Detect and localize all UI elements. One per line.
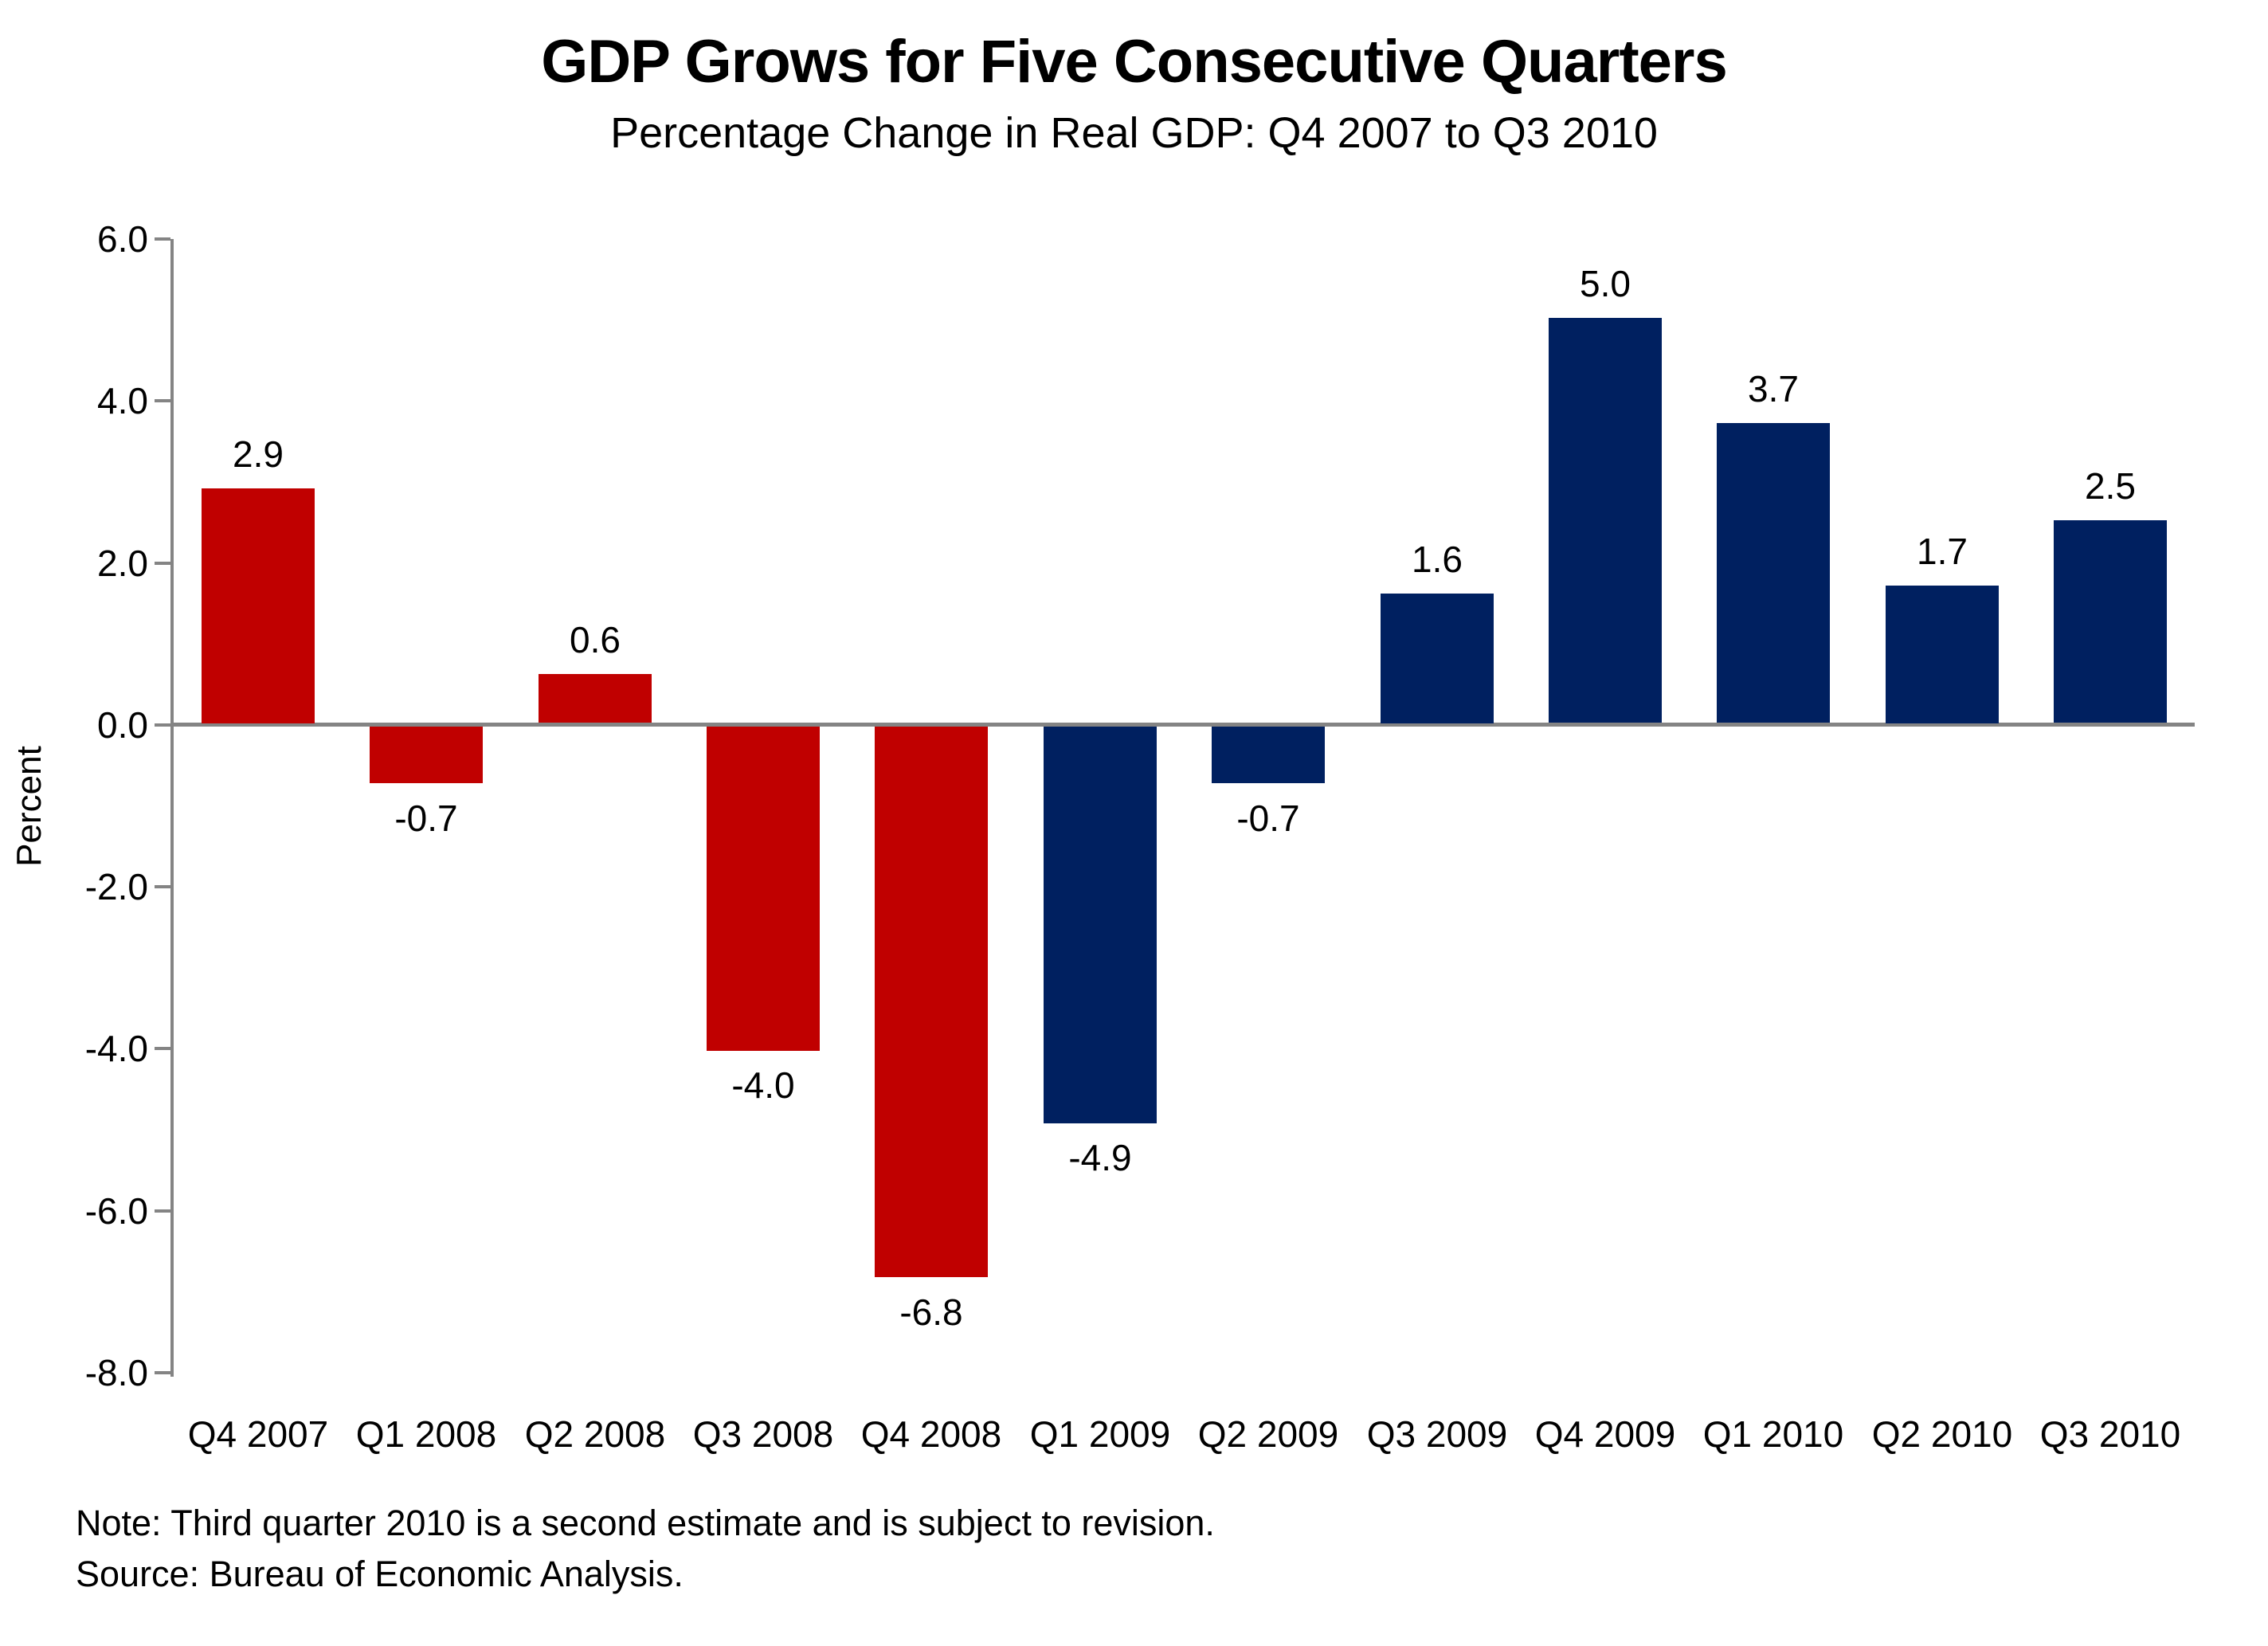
y-tick-label: 4.0: [97, 380, 148, 421]
bar: [1549, 318, 1662, 723]
zero-gridline: [174, 723, 2195, 727]
y-tick-label: 6.0: [97, 218, 148, 260]
x-category-label: Q4 2008: [860, 1413, 1002, 1455]
bar-label: -6.8: [899, 1291, 963, 1333]
bar-label: 3.7: [1748, 368, 1799, 410]
y-tick: [155, 1371, 170, 1374]
x-category-label: Q2 2008: [524, 1413, 666, 1455]
bar: [1381, 594, 1494, 723]
y-tick-label: -8.0: [84, 1352, 148, 1393]
y-tick-label: 0.0: [97, 704, 148, 746]
x-category-label: Q2 2010: [1871, 1413, 2013, 1455]
bar-label: 5.0: [1580, 263, 1631, 304]
bar-label: 0.6: [570, 619, 621, 660]
y-tick: [155, 399, 170, 402]
bar-label: -4.9: [1068, 1137, 1132, 1178]
bar: [1717, 423, 1830, 723]
bar: [707, 727, 820, 1051]
source-text: Source: Bureau of Economic Analysis.: [76, 1554, 684, 1594]
x-category-label: Q4 2009: [1534, 1413, 1676, 1455]
chart-title: GDP Grows for Five Consecutive Quarters: [541, 28, 1728, 96]
bar: [370, 727, 483, 783]
bar: [1212, 727, 1325, 783]
x-category-label: Q3 2008: [692, 1413, 834, 1455]
y-tick-label: 2.0: [97, 543, 148, 584]
bar-label: 2.5: [2085, 465, 2136, 507]
bar: [1044, 727, 1157, 1123]
bar-label: 1.6: [1412, 539, 1463, 580]
bar: [539, 674, 652, 723]
y-tick: [155, 885, 170, 888]
y-tick: [155, 1047, 170, 1050]
x-category-label: Q2 2009: [1197, 1413, 1339, 1455]
chart-subtitle: Percentage Change in Real GDP: Q4 2007 t…: [610, 109, 1658, 157]
bar: [2054, 520, 2167, 723]
bar-label: 2.9: [233, 433, 284, 475]
y-tick-label: -4.0: [84, 1028, 148, 1069]
bar-label: -0.7: [1236, 798, 1300, 839]
y-tick: [155, 1209, 170, 1213]
bar: [1886, 586, 1999, 723]
bar-label: -4.0: [731, 1064, 795, 1106]
bar: [875, 727, 988, 1277]
x-category-label: Q1 2009: [1029, 1413, 1171, 1455]
x-category-label: Q3 2009: [1366, 1413, 1508, 1455]
x-category-label: Q4 2007: [187, 1413, 329, 1455]
y-axis-title: Percent: [10, 746, 49, 867]
x-category-label: Q1 2008: [355, 1413, 497, 1455]
bar: [202, 488, 315, 723]
y-tick: [155, 562, 170, 565]
y-tick: [155, 723, 170, 727]
note-text: Note: Third quarter 2010 is a second est…: [76, 1503, 1215, 1543]
bar-label: 1.7: [1917, 531, 1968, 572]
y-tick: [155, 237, 170, 241]
y-tick-label: -6.0: [84, 1190, 148, 1232]
y-axis-line: [170, 239, 174, 1377]
y-tick-label: -2.0: [84, 866, 148, 907]
x-category-label: Q1 2010: [1702, 1413, 1844, 1455]
bar-label: -0.7: [394, 798, 458, 839]
x-category-label: Q3 2010: [2039, 1413, 2181, 1455]
